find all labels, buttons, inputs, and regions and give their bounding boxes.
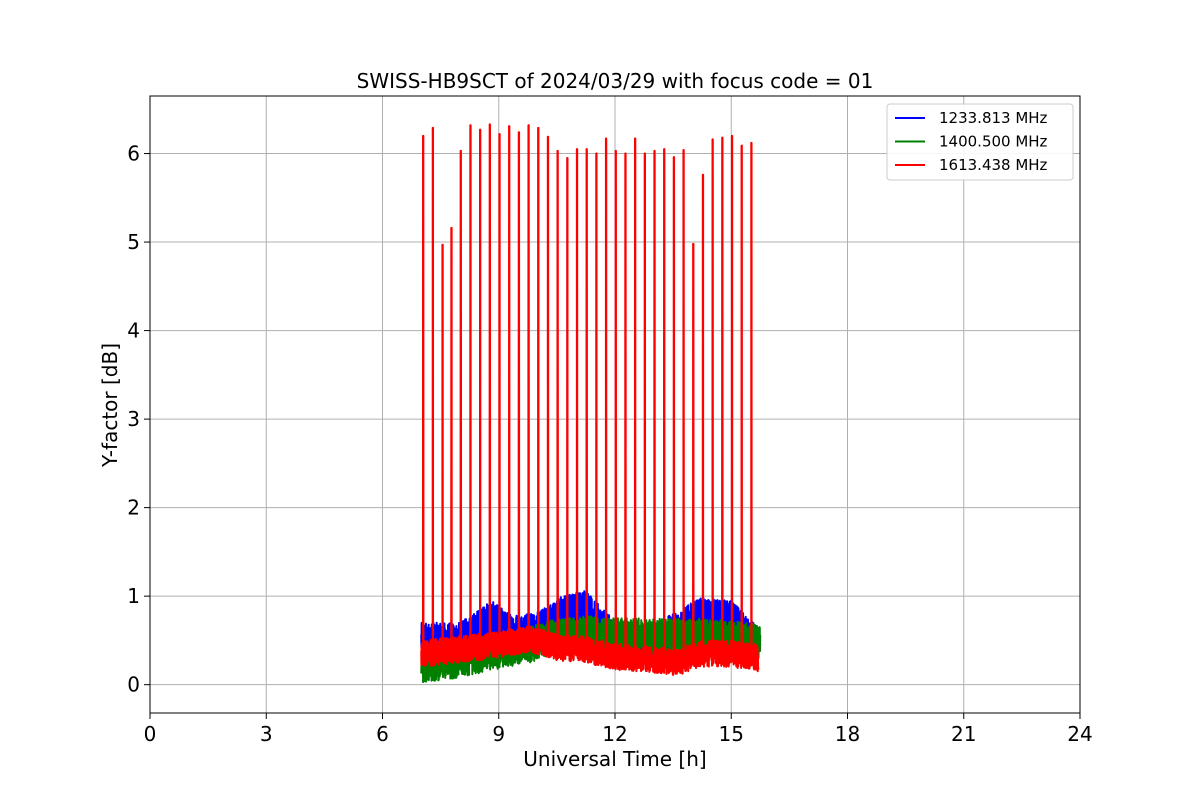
legend-label: 1233.813 MHz (939, 109, 1048, 127)
x-tick-label: 9 (492, 722, 505, 746)
x-axis-label: Universal Time [h] (523, 747, 706, 771)
series-line-3 (420, 123, 760, 676)
legend-label: 1400.500 MHz (939, 133, 1048, 151)
x-tick-label: 12 (602, 722, 627, 746)
x-tick-label: 21 (951, 722, 976, 746)
legend: 1233.813 MHz 1400.500 MHz 1613.438 MHz (886, 103, 1074, 181)
y-tick-label: 3 (127, 407, 140, 431)
series-layer (420, 123, 762, 684)
y-tick-label: 2 (127, 496, 140, 520)
y-tick-label: 1 (127, 584, 140, 608)
x-tick-label: 0 (144, 722, 157, 746)
x-tick-label: 24 (1067, 722, 1092, 746)
chart-title: SWISS-HB9SCT of 2024/03/29 with focus co… (357, 69, 874, 93)
y-axis-label: Y-factor [dB] (98, 343, 122, 468)
x-tick-label: 15 (719, 722, 744, 746)
x-tick-label: 6 (376, 722, 389, 746)
y-tick-label: 5 (127, 230, 140, 254)
plot-area (420, 123, 762, 684)
y-tick-label: 0 (127, 673, 140, 697)
y-tick-label: 6 (127, 142, 140, 166)
x-tick-label: 3 (260, 722, 273, 746)
y-tick-label: 4 (127, 319, 140, 343)
legend-box (886, 103, 1074, 181)
legend-label: 1613.438 MHz (939, 156, 1048, 174)
x-tick-label: 18 (835, 722, 860, 746)
